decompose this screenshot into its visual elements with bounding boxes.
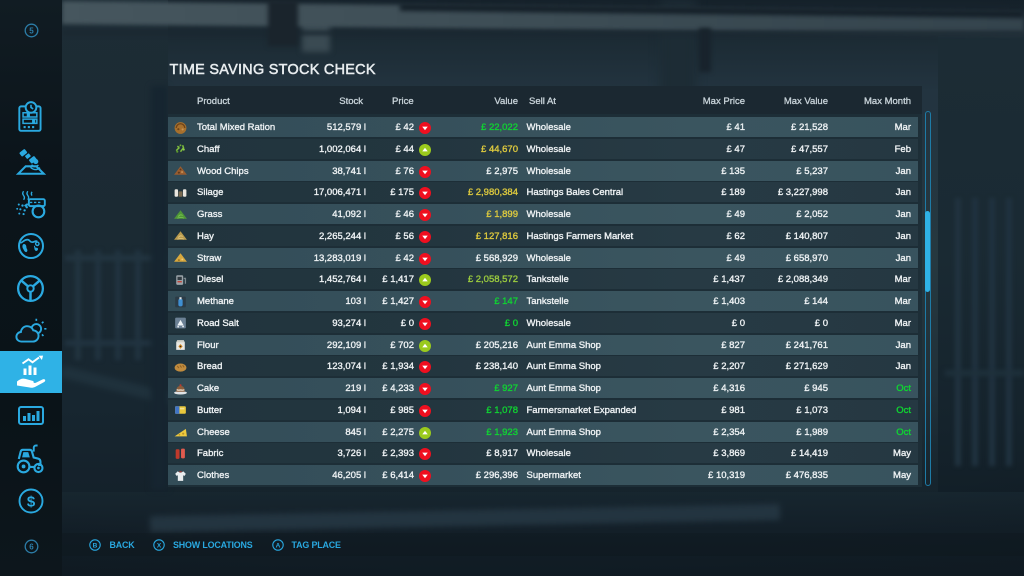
svg-text:X: X: [157, 542, 162, 549]
svg-text:$: $: [27, 494, 36, 511]
svg-text:B: B: [93, 542, 98, 549]
svg-text:6: 6: [29, 542, 34, 551]
svg-text:A: A: [276, 542, 281, 549]
svg-text:5: 5: [29, 26, 34, 35]
